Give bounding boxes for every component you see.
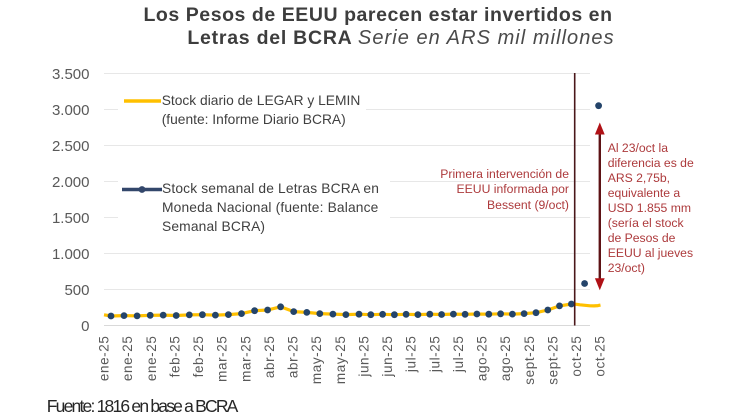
svg-text:jul-25: jul-25 [404, 336, 419, 374]
svg-text:jun-25: jun-25 [380, 336, 395, 378]
svg-text:jun-25: jun-25 [356, 336, 371, 378]
svg-text:ago-25: ago-25 [498, 335, 513, 381]
svg-text:mar-25: mar-25 [215, 336, 230, 382]
svg-text:ene-25: ene-25 [97, 336, 112, 382]
svg-text:oct-25: oct-25 [593, 336, 608, 377]
svg-text:jul-25: jul-25 [427, 336, 442, 374]
svg-text:ene-25: ene-25 [144, 336, 159, 382]
svg-text:feb-25: feb-25 [191, 336, 206, 378]
svg-text:sept-25: sept-25 [522, 336, 537, 385]
svg-text:sept-25: sept-25 [545, 336, 560, 385]
svg-text:3.500: 3.500 [52, 66, 90, 83]
svg-text:jul-25: jul-25 [451, 336, 466, 374]
svg-text:may-25: may-25 [333, 336, 348, 385]
svg-text:1.500: 1.500 [52, 210, 90, 227]
svg-text:abr-25: abr-25 [286, 336, 301, 379]
svg-text:0: 0 [81, 318, 89, 335]
svg-text:feb-25: feb-25 [168, 336, 183, 378]
svg-text:oct-25: oct-25 [569, 336, 584, 377]
svg-text:mar-25: mar-25 [238, 336, 253, 382]
svg-text:500: 500 [64, 282, 89, 299]
svg-text:2.500: 2.500 [52, 138, 90, 155]
svg-text:3.000: 3.000 [52, 102, 90, 119]
svg-text:2.000: 2.000 [52, 174, 90, 191]
svg-text:abr-25: abr-25 [262, 336, 277, 379]
svg-text:may-25: may-25 [309, 336, 324, 385]
svg-text:ene-25: ene-25 [120, 336, 135, 382]
svg-text:1.000: 1.000 [52, 246, 90, 263]
svg-text:ago-25: ago-25 [475, 336, 490, 382]
